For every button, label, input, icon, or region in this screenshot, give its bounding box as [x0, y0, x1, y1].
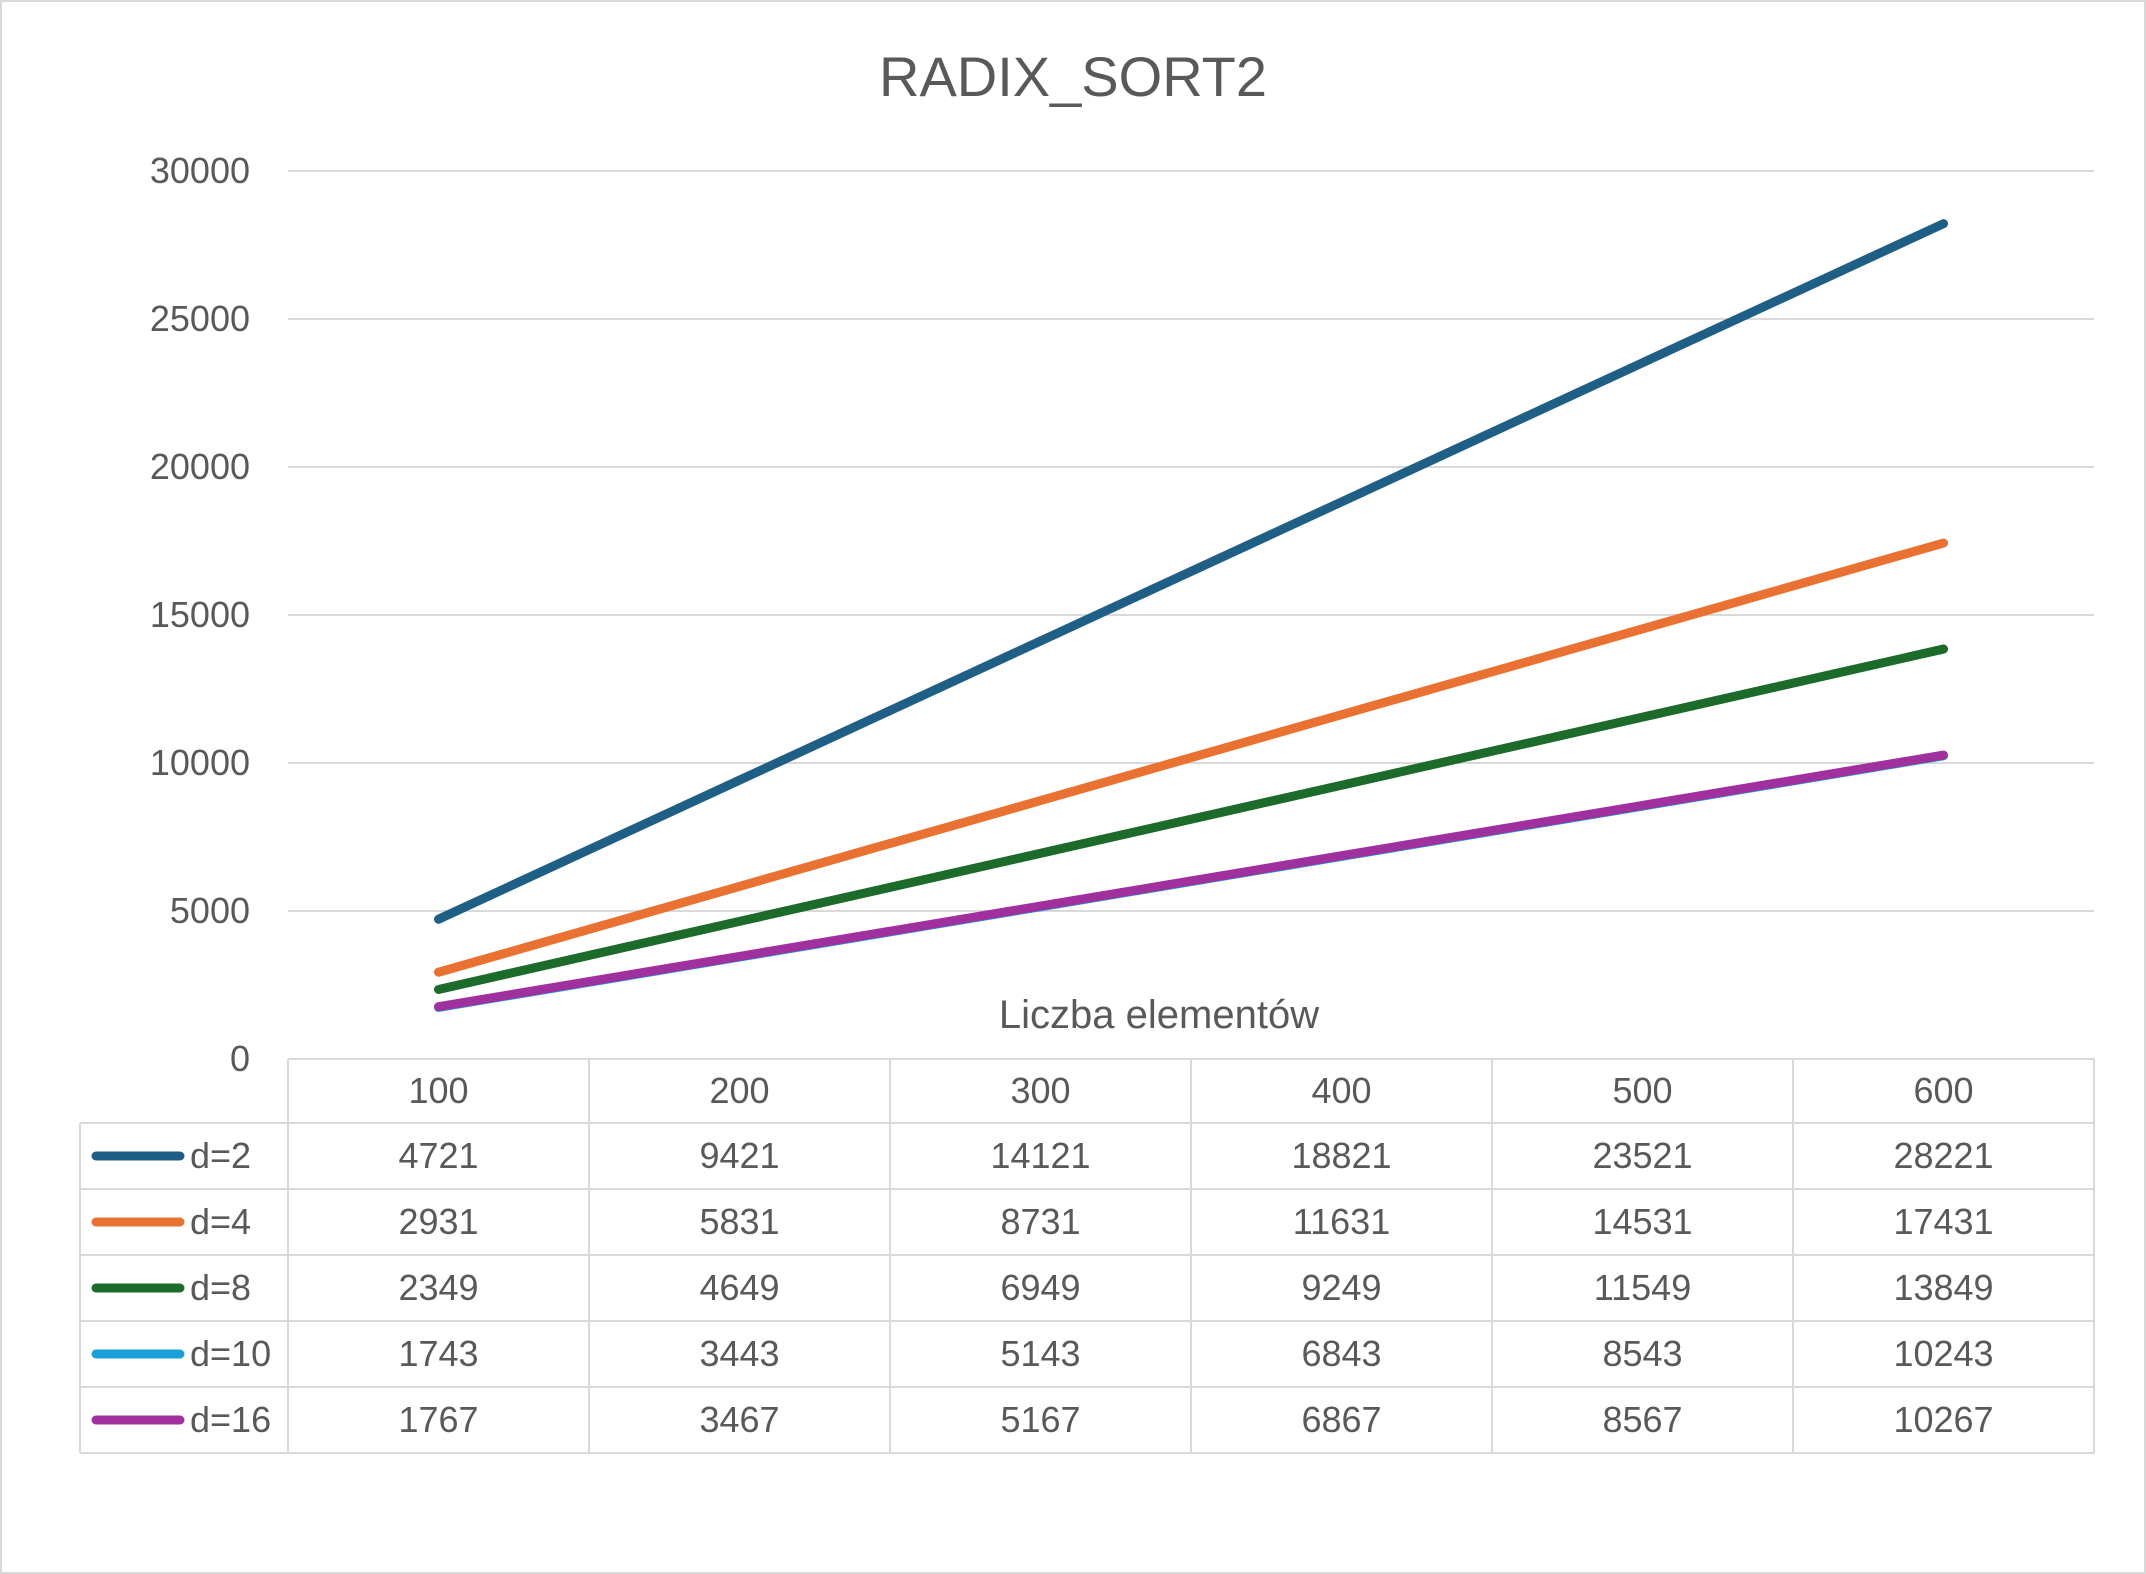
table-cell: 6949	[1000, 1267, 1080, 1308]
legend-label: d=4	[190, 1201, 251, 1242]
table-cell: 2931	[398, 1201, 478, 1242]
table-header-cell: 600	[1913, 1070, 1973, 1111]
table-cell: 10267	[1893, 1399, 1993, 1440]
table-cell: 5167	[1000, 1399, 1080, 1440]
series-line-d16	[434, 750, 1948, 1012]
table-cell: 13849	[1893, 1267, 1993, 1308]
table-cell: 3467	[699, 1399, 779, 1440]
y-axis-ticks: 0 5000 10000 15000 20000 25000 30000	[150, 150, 250, 1079]
table-cell: 6867	[1301, 1399, 1381, 1440]
table-cell: 2349	[398, 1267, 478, 1308]
table-cell: 5831	[699, 1201, 779, 1242]
legend-label: d=8	[190, 1267, 251, 1308]
series-line-d2	[434, 219, 1948, 924]
gridlines	[288, 170, 2094, 912]
y-tick-label: 10000	[150, 742, 250, 783]
table-header-cell: 300	[1010, 1070, 1070, 1111]
table-cell: 8543	[1602, 1333, 1682, 1374]
table-header-cell: 200	[709, 1070, 769, 1111]
table-cell: 14121	[990, 1135, 1090, 1176]
y-tick-label: 0	[230, 1038, 250, 1079]
series-line-d4	[434, 538, 1948, 977]
y-tick-label: 5000	[170, 890, 250, 931]
y-tick-label: 15000	[150, 594, 250, 635]
table-cell: 18821	[1291, 1135, 1391, 1176]
table-cell: 1743	[398, 1333, 478, 1374]
table-cell: 8731	[1000, 1201, 1080, 1242]
legend-label: d=2	[190, 1135, 251, 1176]
series-line-d8	[434, 644, 1948, 994]
table-header-cell: 500	[1612, 1070, 1672, 1111]
table-cell: 5143	[1000, 1333, 1080, 1374]
series-lines	[434, 219, 1948, 1012]
y-tick-label: 30000	[150, 150, 250, 191]
table-header-cell: 100	[408, 1070, 468, 1111]
data-table: 100 200 300 400 500 600 d=2 4721 9421 14121 18821 2…	[79, 1058, 2095, 1454]
legend-label: d=10	[190, 1333, 271, 1374]
table-cell: 23521	[1592, 1135, 1692, 1176]
chart-title: RADIX_SORT2	[879, 45, 1267, 108]
table-cell: 3443	[699, 1333, 779, 1374]
table-cell: 11631	[1293, 1201, 1390, 1242]
table-cell: 28221	[1893, 1135, 1993, 1176]
table-cell: 10243	[1893, 1333, 1993, 1374]
table-cell: 1767	[398, 1399, 478, 1440]
x-axis-label: Liczba elementów	[999, 993, 1319, 1037]
y-tick-label: 20000	[150, 446, 250, 487]
table-cell: 11549	[1594, 1267, 1691, 1308]
table-cell: 17431	[1893, 1201, 1993, 1242]
table-cell: 9421	[699, 1135, 779, 1176]
table-cell: 4721	[398, 1135, 478, 1176]
table-cell: 9249	[1301, 1267, 1381, 1308]
table-cell: 6843	[1301, 1333, 1381, 1374]
table-cell: 14531	[1592, 1201, 1692, 1242]
table-cell: 4649	[699, 1267, 779, 1308]
table-cell: 8567	[1602, 1399, 1682, 1440]
legend-label: d=16	[190, 1399, 271, 1440]
table-header-cell: 400	[1311, 1070, 1371, 1111]
y-tick-label: 25000	[150, 298, 250, 339]
